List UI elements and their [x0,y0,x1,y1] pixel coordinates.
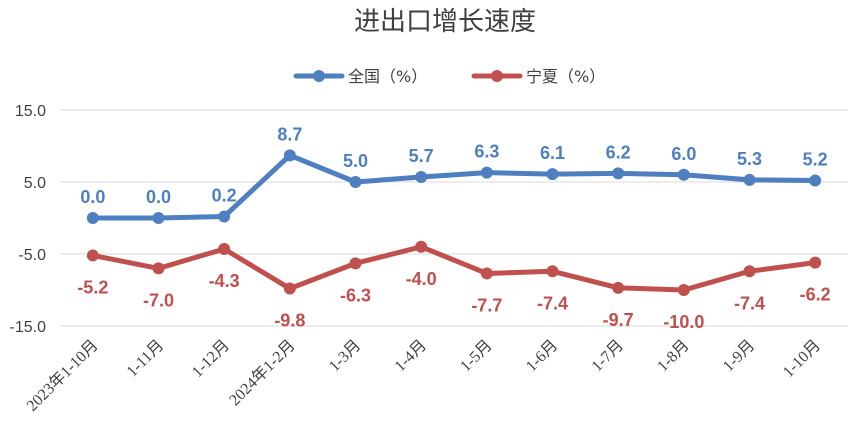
data-label-1-7: -7.4 [537,293,568,313]
x-tick-label: 1-12月 [189,337,233,381]
data-label-0-2: 0.2 [212,186,237,206]
x-tick-label: 1-5月 [457,337,495,375]
data-point-0-2 [218,210,231,223]
data-label-1-5: -4.0 [406,269,437,289]
data-label-0-4: 5.0 [343,151,368,171]
data-point-0-6 [480,166,493,179]
legend-label-0: 全国（%） [348,67,427,86]
y-tick-label: 5.0 [24,175,46,192]
series-line-0 [90,152,818,221]
data-labels: 0.0 0.0 0.2 8.7 5.0 5.7 6.3 6.1 6.2 6.0 5.3 5.2 -5.2… [77,124,830,332]
data-label-1-0: -5.2 [77,277,108,297]
data-label-1-9: -10.0 [663,312,704,332]
x-tick-label: 1-7月 [589,337,627,375]
data-point-0-3 [283,149,296,162]
data-point-0-9 [677,168,690,181]
data-label-1-11: -6.2 [800,285,831,305]
data-label-0-0: 0.0 [80,187,105,207]
data-label-1-8: -9.7 [603,310,634,330]
x-tick-label: 1-8月 [654,337,692,375]
data-point-1-7 [546,265,559,278]
series-line-1 [90,244,818,293]
data-label-1-2: -4.3 [209,271,240,291]
y-tick-label: -15.0 [10,319,47,336]
x-tick-label: 1-9月 [720,337,758,375]
data-point-1-10 [743,265,756,278]
data-point-0-11 [809,174,822,187]
data-point-0-7 [546,168,559,181]
x-tick-label: 1-3月 [326,337,364,375]
x-tick-label: 1-10月 [780,337,824,381]
data-label-0-5: 5.7 [409,146,434,166]
data-label-0-7: 6.1 [540,143,565,163]
data-point-1-4 [349,257,362,270]
x-tick-label: 2024年1-2月 [226,336,299,409]
data-point-1-1 [152,262,165,275]
data-point-0-0 [86,212,99,224]
data-label-1-4: -6.3 [340,285,371,305]
data-point-1-2 [218,242,231,255]
data-label-1-10: -7.4 [734,293,765,313]
data-point-1-6 [480,267,493,280]
legend-label-1: 宁夏（%） [526,67,605,86]
data-point-1-9 [677,284,690,296]
x-tick-label: 1-6月 [523,337,561,375]
data-point-0-8 [612,167,625,180]
x-tick-label: 1-11月 [124,337,168,381]
data-label-1-3: -9.8 [274,311,305,331]
data-label-0-10: 5.3 [737,149,762,169]
data-point-0-1 [152,212,165,224]
data-point-1-3 [283,282,296,295]
data-point-0-10 [743,173,756,186]
x-tick-label: 2023年1-10月 [23,336,102,415]
data-label-0-1: 0.0 [146,187,171,207]
data-point-1-5 [415,240,428,253]
data-point-1-8 [612,281,625,294]
y-axis: 15.0 5.0 -5.0 -15.0 [10,103,47,336]
data-point-1-0 [86,249,99,262]
legend-marker-0 [313,70,325,82]
data-label-0-8: 6.2 [606,142,631,162]
data-label-0-6: 6.3 [474,142,499,162]
data-label-0-3: 8.7 [277,124,302,144]
grid-lines [60,109,848,327]
legend: 全国（%） 宁夏（%） [293,67,605,86]
data-point-0-5 [415,170,428,183]
data-label-0-9: 6.0 [671,144,696,164]
chart-title: 进出口增长速度 [354,7,536,37]
data-label-1-6: -7.7 [471,295,502,315]
data-point-1-11 [809,256,822,269]
legend-marker-1 [491,70,503,82]
data-label-0-11: 5.2 [803,150,828,170]
series-group [86,149,822,296]
y-tick-label: -5.0 [18,247,46,264]
x-tick-label: 1-4月 [392,337,430,375]
data-point-0-4 [349,176,362,188]
data-label-1-1: -7.0 [143,290,174,310]
y-tick-label: 15.0 [15,103,46,120]
